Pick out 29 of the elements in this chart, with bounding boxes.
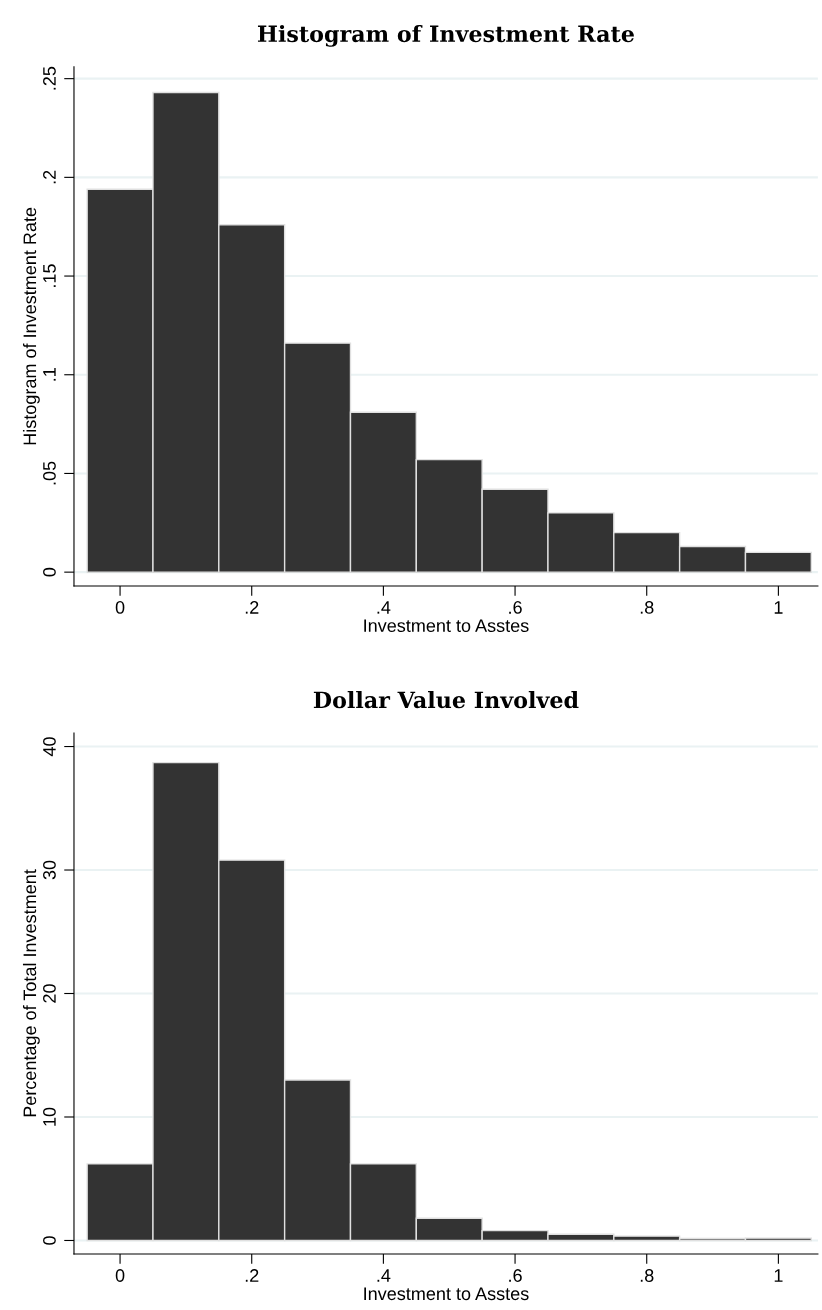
x-tick-label: .6 xyxy=(509,601,522,614)
x-tick-label: 0 xyxy=(115,1269,125,1282)
y-tick-label: 10 xyxy=(43,1107,56,1126)
x-tick-label: .2 xyxy=(245,1269,259,1282)
x-tick-label: .2 xyxy=(245,601,259,614)
y-axis-title: Percentage of Total Investment xyxy=(22,869,40,1117)
x-tick-label: 1 xyxy=(774,1269,783,1282)
y-tick-label: 30 xyxy=(43,860,56,880)
x-tick-label: .6 xyxy=(509,1269,522,1282)
x-tick-label: 1 xyxy=(774,601,783,614)
y-tick-label: 40 xyxy=(43,737,56,757)
x-axis-title: Investment to Asstes xyxy=(364,1287,529,1301)
y-tick-label: .25 xyxy=(43,66,56,90)
y-tick-label: .05 xyxy=(43,461,56,485)
y-tick-label: 0 xyxy=(43,567,56,577)
x-tick-label: .4 xyxy=(377,1269,391,1282)
x-tick-label: 0 xyxy=(115,601,125,614)
x-axis-title: Investment to Asstes xyxy=(364,619,529,633)
y-axis-title: Histogram of Investment Rate xyxy=(22,207,40,445)
y-tick-label: 0 xyxy=(43,1236,56,1245)
y-tick-label: 20 xyxy=(43,984,56,1003)
y-tick-label: .1 xyxy=(43,368,56,381)
y-tick-label: .15 xyxy=(43,264,56,287)
x-tick-label: .8 xyxy=(640,601,654,614)
y-tick-label: .2 xyxy=(43,170,56,184)
chart-title: Histogram of Investment Rate xyxy=(257,24,634,47)
x-tick-label: .8 xyxy=(640,1269,654,1282)
chart-title: Dollar Value Involved xyxy=(313,691,579,709)
x-tick-label: .4 xyxy=(377,601,391,614)
